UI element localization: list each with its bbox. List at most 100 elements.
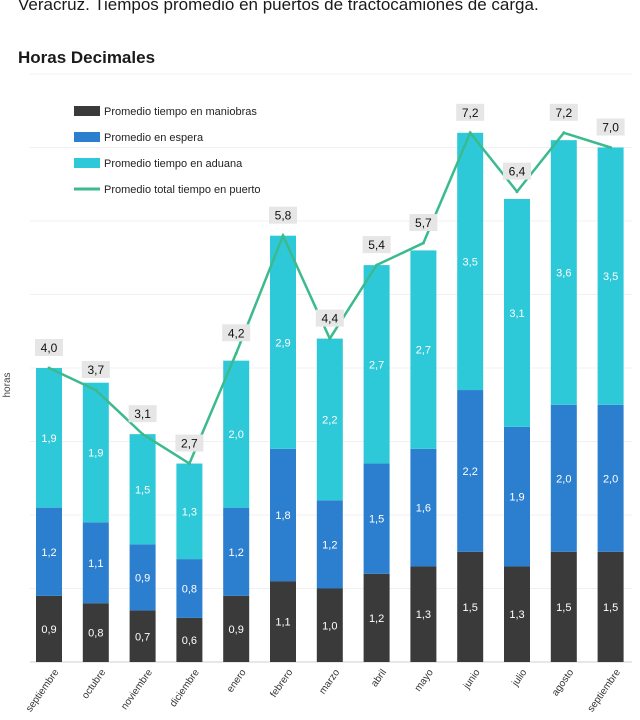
total-label-box — [503, 162, 531, 180]
segment-value-label: 2,2 — [463, 466, 478, 478]
legend-label: Promedio tiempo en aduana — [104, 158, 243, 170]
total-value-label: 6,4 — [509, 165, 526, 179]
bar-segment — [223, 507, 250, 596]
total-value-label: 7,0 — [602, 121, 619, 135]
total-value-label: 7,2 — [462, 106, 479, 120]
x-tick-label: julio — [510, 667, 530, 689]
bar-segment — [36, 368, 62, 508]
total-point — [468, 131, 472, 135]
segment-value-label: 1,1 — [275, 617, 290, 629]
bar-segment — [504, 426, 530, 567]
total-value-label: 5,4 — [368, 238, 385, 252]
total-label-box — [315, 309, 344, 327]
total-point — [328, 337, 332, 341]
segment-value-label: 1,6 — [416, 503, 431, 515]
bar-segment — [223, 360, 250, 508]
segment-value-label: 0,9 — [229, 624, 244, 636]
total-label-box — [456, 103, 485, 121]
total-point — [281, 234, 285, 238]
segment-value-label: 0,9 — [41, 624, 56, 636]
segment-value-label: 1,2 — [229, 547, 244, 559]
total-label-box — [596, 118, 625, 136]
x-tick-label: octubre — [80, 667, 108, 701]
total-value-label: 2,7 — [181, 437, 198, 451]
total-point — [515, 190, 519, 194]
bar-segment — [270, 581, 296, 662]
x-tick-label: septiembre — [586, 667, 624, 714]
segment-value-label: 1,5 — [463, 602, 478, 614]
segment-value-label: 2,7 — [369, 359, 384, 371]
segment-value-label: 1,9 — [509, 492, 524, 504]
x-tick-label: diciembre — [168, 667, 202, 709]
legend-swatch — [74, 106, 100, 116]
total-point — [234, 351, 238, 355]
segment-value-label: 3,6 — [556, 267, 571, 279]
total-point — [421, 241, 425, 245]
segment-value-label: 1,3 — [416, 609, 431, 621]
bar-segment — [223, 595, 250, 662]
segment-value-label: 0,7 — [135, 631, 150, 643]
bar-segment — [550, 140, 577, 405]
total-value-label: 4,4 — [321, 312, 338, 326]
bar-segment — [597, 147, 624, 405]
total-label-box — [35, 339, 63, 356]
total-point — [187, 462, 191, 466]
x-tick-label: abril — [369, 667, 389, 689]
segment-value-label: 1,8 — [275, 510, 290, 522]
bar-segment — [316, 338, 343, 501]
bar-segment — [410, 566, 437, 662]
segment-value-label: 1,9 — [88, 448, 103, 460]
total-label-box — [222, 324, 251, 342]
total-label-box — [362, 236, 391, 254]
bar-segment — [270, 448, 296, 582]
bar-segment — [176, 559, 203, 618]
bar-segment — [176, 463, 203, 560]
total-label-box — [175, 434, 204, 452]
bar-segment — [316, 588, 343, 662]
segment-value-label: 1,3 — [509, 609, 524, 621]
x-tick-label: febrero — [268, 667, 295, 700]
bar-segment — [316, 500, 343, 589]
legend-swatch — [74, 132, 100, 142]
x-tick-label: agosto — [550, 667, 576, 698]
segment-value-label: 1,2 — [41, 547, 56, 559]
total-value-label: 4,2 — [228, 326, 245, 340]
segment-value-label: 1,2 — [322, 539, 337, 551]
chart-title: Veracruz. Tiempos promedio en puertos de… — [18, 0, 539, 14]
bar-segment — [82, 522, 109, 604]
total-label-box — [128, 405, 157, 423]
total-point — [47, 366, 51, 370]
legend-swatch — [74, 158, 100, 168]
segment-value-label: 3,1 — [509, 308, 524, 320]
bar-segment — [363, 265, 390, 464]
segment-value-label: 0,8 — [182, 584, 197, 596]
total-point — [609, 146, 613, 149]
total-value-label: 7,2 — [555, 106, 572, 120]
segment-value-label: 1,2 — [369, 613, 384, 625]
chart-subtitle: Horas Decimales — [18, 48, 156, 67]
legend-label: Promedio tiempo en maniobras — [104, 106, 257, 118]
total-value-label: 5,8 — [275, 209, 292, 223]
bar-segment — [363, 573, 390, 662]
x-tick-label: marzo — [317, 667, 342, 696]
segment-value-label: 2,0 — [556, 473, 571, 485]
x-tick-label: enero — [225, 667, 249, 695]
total-label-box — [269, 206, 297, 224]
segment-value-label: 1,5 — [369, 514, 384, 526]
segment-value-label: 3,5 — [463, 256, 478, 268]
bar-segment — [550, 404, 577, 552]
bar-segment — [129, 610, 156, 662]
segment-value-label: 2,0 — [603, 473, 618, 485]
bar-segment — [410, 448, 437, 567]
total-label-box — [81, 361, 110, 379]
total-line: 4,0 3,7 3,1 2,7 4,2 5,8 4,4 5,4 5,7 7,2 6,4 7,2 7,0 — [35, 103, 625, 466]
bar-segment — [176, 617, 203, 662]
bar-segment — [504, 566, 530, 662]
bar-segment — [129, 544, 156, 611]
bars: 0,9 1,2 1,9 0,8 1,1 1,9 0,7 0,9 1,5 0,6 0,8 1,3 0,9 1… — [36, 132, 624, 662]
segment-value-label: 1,9 — [41, 433, 56, 445]
bar-segment — [457, 390, 484, 552]
legend: Promedio tiempo en maniobras Promedio en … — [74, 106, 261, 196]
segment-value-label: 0,6 — [182, 635, 197, 647]
